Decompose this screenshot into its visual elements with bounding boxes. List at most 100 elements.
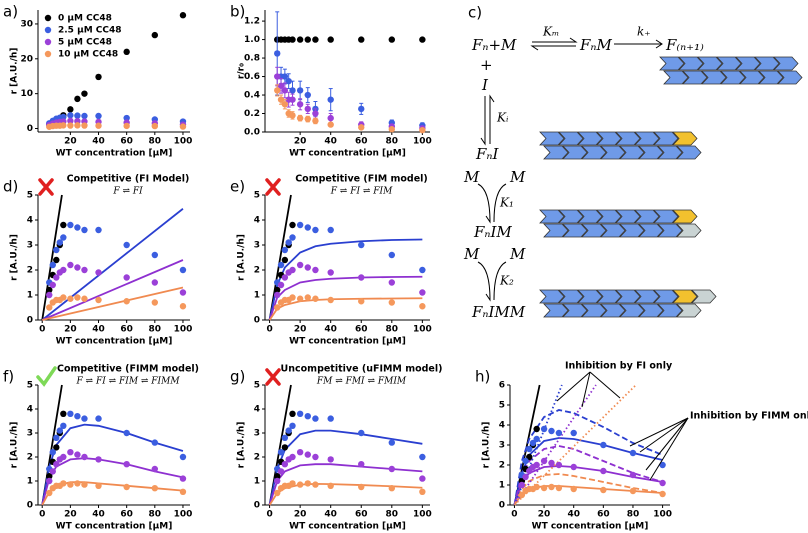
point bbox=[123, 483, 130, 491]
point bbox=[296, 221, 304, 229]
y-axis-label: r/r₀ bbox=[237, 63, 247, 79]
point bbox=[281, 87, 289, 94]
point bbox=[289, 453, 296, 461]
annotation-arrow bbox=[629, 417, 689, 447]
point bbox=[123, 274, 130, 281]
point bbox=[555, 484, 563, 492]
chart-subtitle: FM ⇌ FMI ⇌ FMIM bbox=[316, 377, 407, 387]
point bbox=[123, 122, 130, 130]
point bbox=[358, 298, 365, 305]
point bbox=[358, 36, 365, 43]
fibril-unit bbox=[562, 145, 588, 160]
y-tick-label: 1 bbox=[254, 477, 260, 487]
fibril-unit bbox=[663, 70, 689, 85]
point bbox=[304, 264, 311, 271]
fibril-unit bbox=[754, 56, 780, 71]
point bbox=[151, 122, 159, 130]
fibril-unit bbox=[659, 56, 685, 71]
point bbox=[74, 413, 81, 420]
fibril-unit bbox=[600, 223, 626, 238]
y-tick-label: 2 bbox=[499, 461, 505, 471]
chart-subtitle: F ⇌ FI ⇌ FIM bbox=[330, 187, 393, 197]
x-tick-label: 20 bbox=[538, 510, 551, 520]
fibril-unit bbox=[539, 209, 565, 224]
point bbox=[81, 481, 88, 488]
fibril-unit bbox=[543, 223, 569, 238]
point bbox=[179, 475, 187, 482]
point bbox=[419, 303, 426, 310]
point bbox=[74, 451, 81, 458]
y-tick-label: 2 bbox=[27, 266, 33, 276]
point bbox=[95, 415, 102, 422]
point bbox=[419, 266, 426, 274]
point bbox=[67, 410, 74, 417]
point bbox=[419, 289, 426, 296]
fibril-unit bbox=[657, 145, 683, 160]
annotation-arrow bbox=[645, 417, 689, 471]
point bbox=[151, 279, 159, 286]
y-tick-label: 1 bbox=[27, 477, 33, 487]
x-tick-label: 0 bbox=[266, 325, 272, 335]
point bbox=[570, 463, 577, 471]
x-tick-label: 100 bbox=[413, 510, 432, 520]
x-tick-label: 60 bbox=[597, 510, 610, 520]
point bbox=[123, 48, 130, 56]
point bbox=[95, 122, 102, 129]
point bbox=[53, 274, 60, 281]
point bbox=[95, 73, 102, 81]
fibril-unit bbox=[619, 303, 645, 318]
fibril-unit bbox=[735, 56, 761, 71]
point bbox=[312, 453, 319, 461]
species: F₍ₙ₊₁₎ bbox=[665, 36, 704, 54]
annotation-arrow bbox=[639, 417, 689, 453]
y-tick-label: 4 bbox=[27, 405, 33, 415]
rate-constant: K₂ bbox=[499, 274, 514, 288]
point bbox=[289, 112, 296, 119]
x-axis-label: WT concentration [µM] bbox=[56, 149, 173, 159]
x-tick-label: 60 bbox=[355, 137, 368, 147]
point bbox=[518, 481, 526, 489]
point bbox=[296, 295, 304, 302]
point bbox=[296, 481, 304, 488]
verdict-icons bbox=[36, 178, 281, 387]
point bbox=[526, 445, 533, 453]
point bbox=[60, 266, 67, 274]
y-tick-label: 0.4 bbox=[244, 91, 260, 101]
point bbox=[358, 429, 365, 437]
point bbox=[388, 439, 396, 446]
fibril-unit bbox=[596, 209, 622, 224]
point bbox=[74, 112, 81, 119]
point bbox=[277, 96, 285, 103]
x-axis-label: WT concentration [µM] bbox=[289, 337, 406, 347]
point bbox=[296, 87, 304, 94]
point bbox=[49, 468, 56, 475]
point bbox=[151, 485, 159, 492]
point bbox=[53, 444, 60, 451]
point bbox=[304, 451, 311, 458]
chart-title: Competitive (FIMM model) bbox=[57, 364, 199, 375]
equilibrium-arrow bbox=[477, 183, 507, 224]
y-tick-label: 3 bbox=[27, 241, 33, 251]
fibril-unit bbox=[543, 303, 569, 318]
point bbox=[274, 87, 281, 94]
point bbox=[312, 266, 319, 274]
x-tick-label: 80 bbox=[386, 510, 399, 520]
point bbox=[289, 234, 296, 241]
point bbox=[659, 461, 666, 469]
y-tick-label: 1.2 bbox=[244, 17, 260, 27]
point bbox=[277, 82, 285, 89]
fibril-unit bbox=[777, 70, 803, 85]
legend-marker bbox=[44, 50, 52, 58]
x-tick-label: 60 bbox=[120, 325, 133, 335]
fibril-unit bbox=[758, 70, 784, 85]
fibril-unit bbox=[577, 209, 603, 224]
y-tick-label: 0.6 bbox=[244, 72, 260, 82]
fibril-unit bbox=[672, 209, 698, 224]
fibrils bbox=[539, 56, 803, 318]
x-tick-label: 60 bbox=[120, 510, 133, 520]
point bbox=[274, 50, 281, 57]
point bbox=[81, 90, 88, 97]
point bbox=[179, 303, 187, 310]
x-tick-label: 100 bbox=[174, 137, 193, 147]
